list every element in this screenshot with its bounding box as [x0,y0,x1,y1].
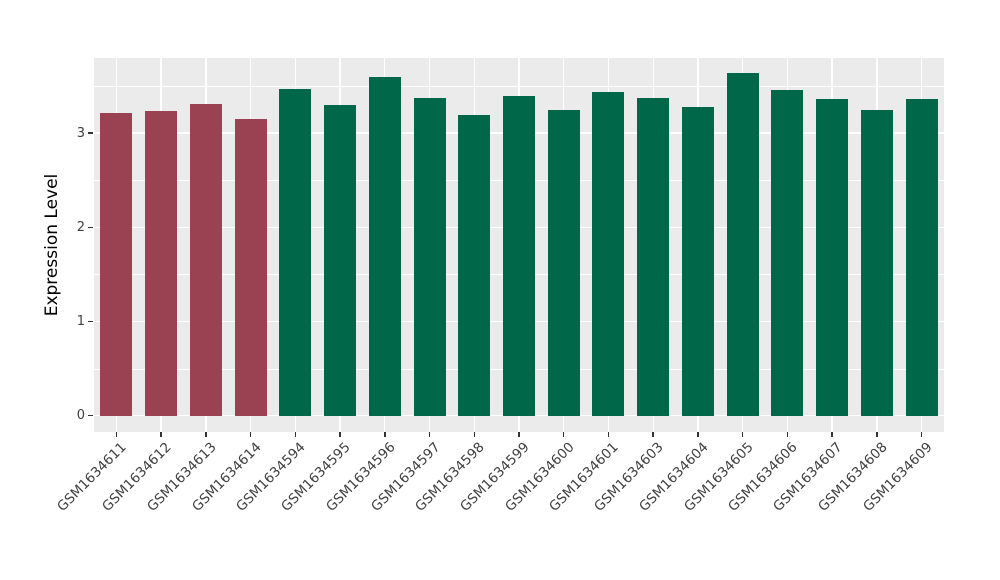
x-tick-mark [294,432,297,437]
bar [592,91,625,416]
bar [503,96,535,416]
bar [637,98,670,416]
x-tick-mark [607,432,610,437]
y-tick-label: 0 [76,408,85,424]
x-tick-mark [115,432,118,437]
x-tick-mark [205,432,207,437]
x-tick-mark [473,432,475,437]
bar [726,72,759,416]
y-tick-mark [88,414,93,417]
x-tick-mark [160,432,162,437]
x-tick-mark [249,432,252,437]
x-tick-mark [876,432,878,437]
x-tick-mark [562,432,565,437]
y-tick-label: 1 [76,314,85,329]
bar [189,103,222,416]
y-axis-title: Expression Level [42,173,62,317]
x-tick-mark [920,432,923,437]
gridline-minor [94,86,944,87]
plot-panel [94,58,944,432]
x-tick-mark [831,432,833,437]
x-tick-mark [384,432,386,437]
bar [771,89,804,416]
y-tick-label: 2 [76,219,85,235]
bar [458,115,491,416]
x-tick-mark [652,432,654,437]
y-tick-mark [88,132,93,134]
bar [234,118,267,416]
x-tick-mark [786,432,789,437]
bar [145,110,178,416]
x-tick-mark [741,432,744,437]
bar [100,113,133,416]
bar [368,76,401,416]
x-tick-mark [518,432,520,437]
bar [324,104,357,416]
y-tick-mark [88,320,93,323]
bar [860,109,893,416]
y-tick-label: 3 [76,125,85,141]
bar [816,99,849,416]
bar [413,98,446,416]
bar [279,88,312,416]
x-tick-mark [339,432,341,437]
bar [681,106,714,416]
y-tick-mark [88,226,93,229]
bar [547,109,580,416]
x-tick-mark [697,432,699,437]
x-tick-mark [428,432,431,437]
bar [905,99,938,416]
